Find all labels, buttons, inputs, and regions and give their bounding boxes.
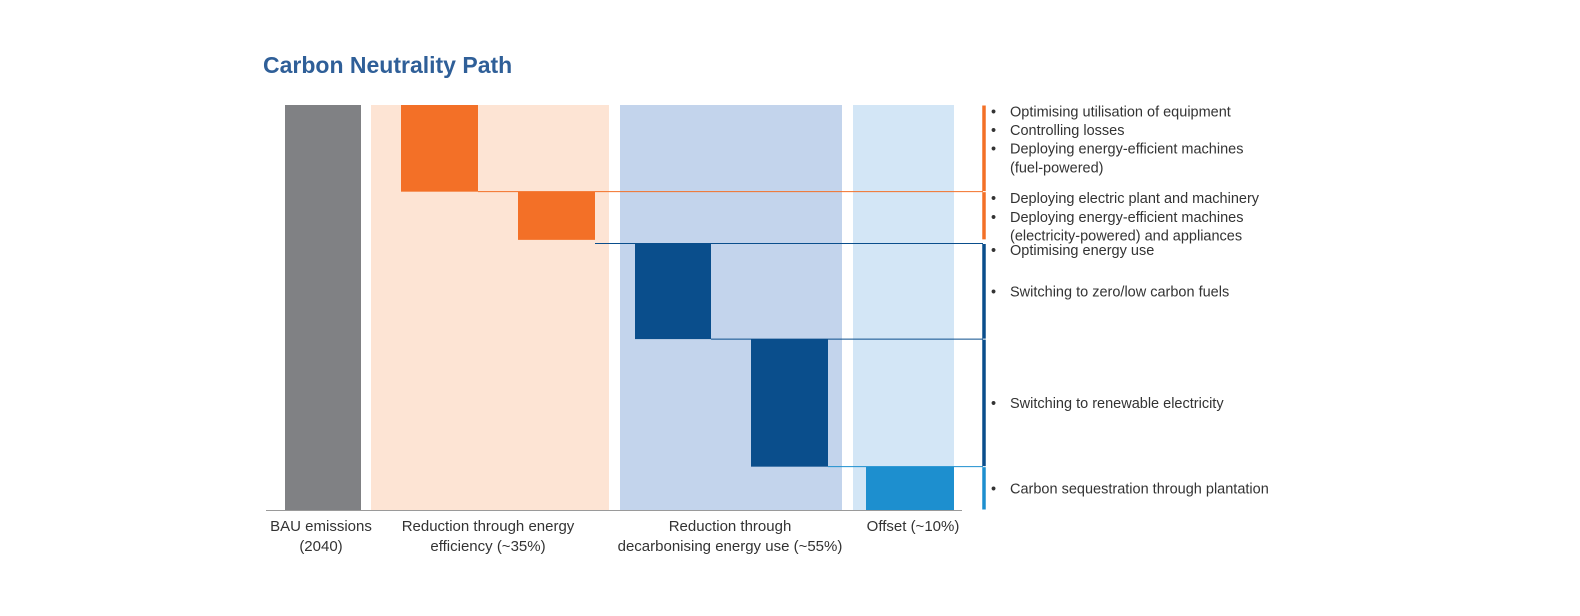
bar-offset-5	[866, 466, 954, 510]
category-labels: BAU emissions (2040) Reduction through ene…	[270, 518, 959, 555]
bars	[285, 105, 954, 510]
annotation-item: Controlling losses	[1010, 123, 1124, 139]
bar-decarbonising-4	[751, 339, 828, 467]
annotation-item: Optimising energy use	[1010, 243, 1154, 259]
annotation-item: Switching to renewable electricity	[1010, 396, 1224, 412]
category-label-decarbonising: decarbonising energy use (~55%)	[618, 538, 843, 555]
background-bands	[371, 105, 954, 510]
bullet-marker: •	[991, 123, 996, 139]
annotation-list: • Optimising utilisation of equipment • Con…	[982, 105, 1269, 510]
bar-efficiency-2	[518, 191, 595, 240]
bullet-marker: •	[991, 105, 996, 121]
category-label-offset: Offset (~10%)	[867, 518, 960, 535]
bullet-marker: •	[991, 191, 996, 207]
band-offset	[853, 105, 954, 510]
annotation-item: Deploying energy-efficient machines	[1010, 210, 1243, 226]
category-label-decarbonising: Reduction through	[669, 518, 792, 535]
category-label-efficiency: Reduction through energy	[402, 518, 575, 535]
annotation-item: Deploying energy-efficient machines	[1010, 142, 1243, 158]
category-label-bau: (2040)	[299, 538, 342, 555]
category-label-bau: BAU emissions	[270, 518, 372, 535]
annotation-item: Optimising utilisation of equipment	[1010, 105, 1231, 121]
category-label-efficiency: efficiency (~35%)	[430, 538, 545, 555]
chart-title: Carbon Neutrality Path	[263, 52, 512, 78]
bullet-marker: •	[991, 142, 996, 158]
annotation-item: Carbon sequestration through plantation	[1010, 481, 1269, 497]
annotation-item: Switching to zero/low carbon fuels	[1010, 284, 1229, 300]
bullet-marker: •	[991, 284, 996, 300]
bullet-marker: •	[991, 243, 996, 259]
bullet-marker: •	[991, 210, 996, 226]
bar-bau-0	[285, 105, 361, 510]
bar-decarbonising-3	[635, 243, 711, 340]
bullet-marker: •	[991, 396, 996, 412]
annotation-item: (electricity-powered) and appliances	[1010, 228, 1242, 244]
bullet-marker: •	[991, 481, 996, 497]
bar-efficiency-1	[401, 105, 478, 192]
annotation-item: Deploying electric plant and machinery	[1010, 191, 1260, 207]
annotation-item: (fuel-powered)	[1010, 160, 1104, 176]
